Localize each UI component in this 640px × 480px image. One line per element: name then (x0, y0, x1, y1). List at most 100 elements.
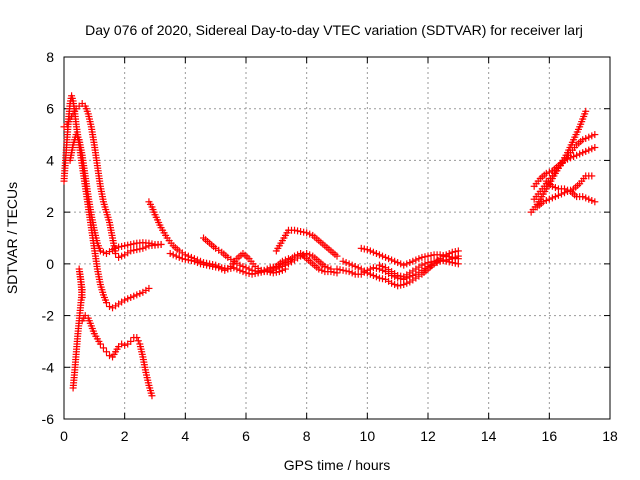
x-tick-label: 18 (602, 428, 618, 444)
series-sat-e (78, 312, 156, 400)
data-point (542, 197, 550, 205)
data-point (236, 261, 244, 269)
data-point (351, 262, 359, 270)
data-point (591, 144, 599, 151)
data-point (318, 266, 326, 274)
data-point (551, 193, 559, 201)
data-point (348, 261, 356, 269)
x-tick-label: 8 (303, 428, 311, 444)
data-point (409, 257, 417, 265)
data-point (127, 293, 135, 301)
data-point (369, 248, 377, 256)
data-point (321, 262, 329, 270)
x-tick-label: 12 (420, 428, 436, 444)
data-point (266, 268, 274, 276)
data-point (379, 262, 386, 270)
x-tick-label: 2 (121, 428, 129, 444)
data-point (148, 240, 156, 248)
data-point (297, 228, 305, 236)
data-point (564, 155, 572, 163)
data-point (134, 337, 142, 345)
data-point (375, 274, 383, 282)
data-point (78, 293, 86, 301)
series-sat-k (266, 250, 335, 276)
data-point (342, 259, 350, 267)
data-point (118, 252, 126, 260)
x-tick-label: 10 (360, 428, 376, 444)
data-point (333, 265, 341, 273)
data-point (102, 299, 110, 307)
data-point (421, 253, 429, 261)
x-tick-label: 0 (60, 428, 68, 444)
data-point (145, 239, 153, 247)
plot-frame (63, 56, 611, 420)
data-point (145, 284, 153, 292)
data-point (424, 252, 432, 260)
data-point (424, 259, 432, 267)
y-axis-label: SDTVAR / TECUs (4, 182, 20, 294)
data-point (375, 251, 383, 259)
data-point (579, 149, 587, 157)
data-point (436, 256, 444, 264)
data-point (315, 265, 323, 273)
data-point (242, 264, 250, 272)
data-point (148, 392, 156, 400)
data-point (127, 247, 135, 255)
series-sat-n (357, 244, 462, 269)
data-point (121, 341, 129, 349)
data-point (579, 193, 587, 201)
data-point (448, 259, 456, 267)
data-point (133, 246, 141, 254)
y-tick-label: 6 (46, 101, 54, 117)
data-point (391, 281, 399, 289)
data-point (254, 268, 262, 276)
data-point (576, 150, 584, 158)
data-point (591, 198, 599, 206)
data-point (354, 264, 362, 272)
data-point (397, 281, 405, 289)
data-point (561, 156, 568, 164)
data-point (339, 266, 347, 274)
data-point (133, 334, 141, 342)
data-point (564, 186, 572, 194)
data-point (281, 261, 289, 269)
chart-title: Day 076 of 2020, Sidereal Day-to-day VTE… (85, 22, 583, 38)
y-tick-label: -6 (42, 411, 55, 427)
data-point (582, 147, 590, 155)
data-point (248, 266, 256, 274)
x-tick-label: 14 (481, 428, 497, 444)
data-point (257, 267, 265, 275)
data-point (385, 255, 393, 263)
data-point (372, 264, 380, 272)
y-tick-label: 8 (46, 49, 54, 65)
data-point (360, 245, 368, 253)
data-point (272, 265, 280, 273)
data-point (439, 257, 447, 265)
y-tick-label: 2 (46, 204, 54, 220)
data-point (454, 260, 462, 268)
data-point (430, 257, 438, 265)
data-point (136, 245, 144, 253)
data-point (133, 291, 141, 299)
data-point (294, 227, 302, 235)
data-point (394, 259, 402, 267)
data-point (203, 261, 211, 269)
data-point (157, 240, 165, 248)
data-point (200, 261, 208, 269)
axis-ticks: 0 2 4 6 8 10 12 14 16 18 -6 -4 -2 0 2 4 6 8 (42, 49, 618, 444)
data-point (379, 275, 386, 283)
data-point (330, 268, 338, 276)
x-tick-label: 16 (542, 428, 558, 444)
data-point (418, 261, 426, 269)
data-point (178, 255, 186, 263)
data-point (230, 264, 238, 272)
data-point (451, 259, 459, 267)
data-point (366, 247, 374, 255)
data-point (336, 266, 344, 274)
data-point (260, 266, 268, 274)
data-point (588, 132, 596, 140)
data-point (136, 290, 144, 298)
data-point (187, 257, 195, 265)
data-point (118, 340, 126, 348)
series-sat-r (530, 144, 599, 190)
